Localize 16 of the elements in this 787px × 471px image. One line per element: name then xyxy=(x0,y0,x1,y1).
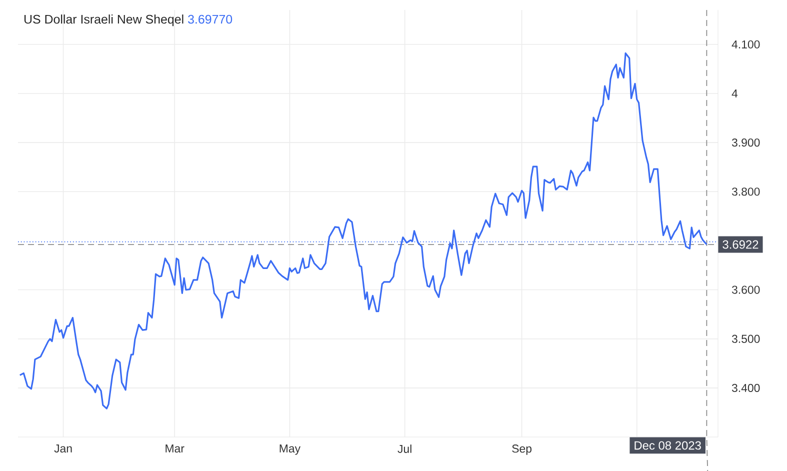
y-tick-label: 4 xyxy=(732,90,738,98)
y-tick-label: 3.600 xyxy=(732,286,760,294)
x-tick-label: Mar xyxy=(166,444,184,453)
ref-line-label: Dec 08 2023 xyxy=(634,441,701,450)
x-tick-label: Jan xyxy=(54,444,72,453)
y-tick-label: 3.800 xyxy=(732,188,760,196)
y-tick-label: 3.500 xyxy=(732,334,760,343)
x-tick-label: Sep xyxy=(512,444,532,455)
x-tick-label: Jul xyxy=(398,444,412,453)
chart-subtitle: 3.69770 xyxy=(188,14,232,24)
chart-title: US Dollar Israeli New Sheqel xyxy=(24,14,184,26)
ref-line-label: 3.6922 xyxy=(722,240,758,249)
y-tick-label: 3.900 xyxy=(732,138,760,147)
y-tick-label: 3.400 xyxy=(732,384,760,392)
y-tick-label: 4.100 xyxy=(732,40,760,48)
x-tick-label: May xyxy=(280,444,300,455)
